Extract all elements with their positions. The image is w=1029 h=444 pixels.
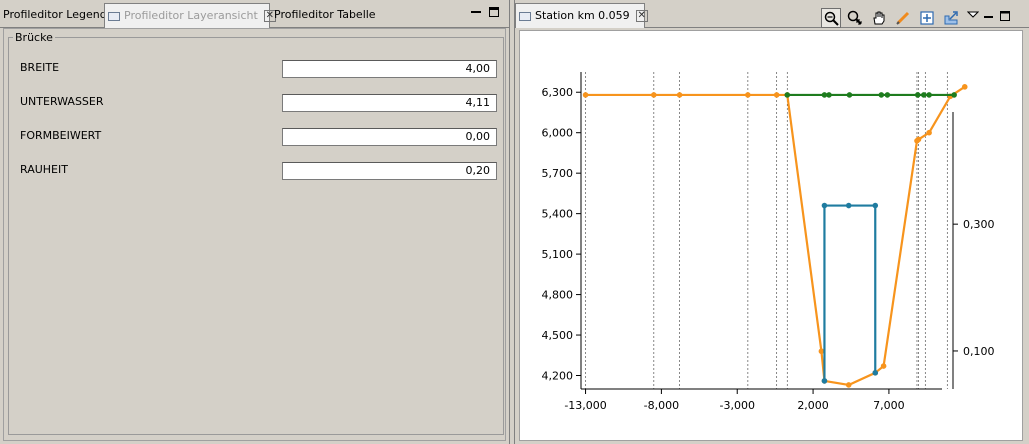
data-point-ground (915, 136, 922, 143)
data-point-bridge (821, 202, 828, 209)
data-point-ground (880, 363, 887, 369)
y-tick-label: 6,300 (542, 86, 574, 99)
data-point-green (951, 92, 957, 98)
tab-label: Profileditor Tabelle (274, 8, 376, 21)
data-point-green (878, 92, 885, 98)
edit-pencil-icon[interactable] (893, 8, 913, 28)
data-point-ground (773, 92, 780, 98)
field-label: UNTERWASSER (20, 95, 104, 108)
view-menu-icon[interactable] (965, 8, 979, 28)
x-tick-label: -13,000 (564, 399, 606, 412)
field-label: FORMBEIWERT (20, 129, 102, 142)
y-tick-label: 4,800 (542, 289, 574, 302)
series-line-bridge (823, 204, 877, 381)
y-tick-label: 5,700 (542, 167, 574, 180)
chart-toolbar (821, 8, 1021, 28)
data-point-green (826, 92, 832, 98)
add-point-icon[interactable] (917, 8, 937, 28)
zoom-in-icon[interactable] (845, 8, 865, 28)
field-label: RAUHEIT (20, 163, 68, 176)
tab-station[interactable]: Station km 0.059 ✕ (515, 3, 648, 28)
y2-tick-label: 0,100 (963, 345, 995, 358)
close-icon[interactable]: ✕ (263, 10, 276, 22)
data-point-green (914, 92, 921, 98)
data-point-ground (745, 92, 751, 98)
x-tick-label: 2,000 (797, 399, 829, 412)
data-point-green (821, 92, 828, 98)
layer-view-content: Brücke BREITE 4,00 UNTERWASSER 4,11 FORM… (3, 28, 506, 441)
data-point-green (846, 92, 853, 98)
data-point-green (784, 92, 791, 98)
series-line-ground (585, 85, 966, 387)
data-point-bridge (845, 202, 852, 209)
data-point-bridge (821, 378, 828, 384)
data-point-ground (582, 92, 589, 98)
maximize-icon[interactable] (997, 8, 1011, 28)
unterwasser-input[interactable]: 4,11 (282, 94, 497, 112)
data-point-ground (818, 348, 825, 355)
y-tick-label: 5,400 (542, 208, 574, 221)
data-point-bridge (872, 370, 879, 376)
y-tick-label: 4,200 (542, 370, 574, 383)
data-point-ground (961, 84, 968, 90)
window-buttons (463, 7, 499, 21)
x-tick-label: -3,000 (719, 399, 754, 412)
chart-area[interactable]: 4,200 4,500 4,800 5,100 5,400 5,700 6,000 6,300… (519, 30, 1023, 441)
data-point-bridge (872, 202, 879, 209)
tab-profileditor-legende[interactable]: Profileditor Legende (0, 3, 113, 27)
chart-view-icon (519, 11, 531, 21)
y2-tick-label: 0,300 (963, 218, 995, 231)
formbeiwert-input[interactable]: 0,00 (282, 128, 497, 146)
view-icon (108, 11, 120, 21)
y-tick-label: 5,100 (542, 248, 574, 261)
tab-label: Station km 0.059 (535, 9, 630, 22)
y-tick-label: 6,000 (542, 127, 574, 140)
maximize-icon[interactable] (489, 7, 499, 17)
group-title: Brücke (15, 31, 53, 44)
x-tick-label: 7,000 (873, 399, 905, 412)
tab-profileditor-tabelle[interactable]: Profileditor Tabelle (271, 3, 376, 27)
tab-label: Profileditor Legende (3, 8, 114, 21)
data-point-ground (926, 129, 932, 136)
right-tab-bar: Station km 0.059 ✕ (515, 3, 1029, 28)
minimize-icon[interactable] (981, 8, 995, 28)
data-point-ground (845, 382, 852, 388)
breite-input[interactable]: 4,00 (282, 60, 497, 78)
minimize-icon[interactable] (471, 7, 481, 13)
x-tick-label: -8,000 (644, 399, 679, 412)
profile-chart[interactable]: 4,200 4,500 4,800 5,100 5,400 5,700 6,000 6,300… (520, 31, 1023, 440)
field-label: BREITE (20, 61, 60, 74)
bruecke-group: Brücke BREITE 4,00 UNTERWASSER 4,11 FORM… (8, 31, 504, 435)
tab-profileditor-layeransicht[interactable]: Profileditor Layeransicht ✕ (104, 3, 276, 28)
data-point-ground (651, 92, 657, 98)
export-icon[interactable] (941, 8, 961, 28)
data-point-green (884, 92, 891, 98)
rauheit-input[interactable]: 0,20 (282, 162, 497, 180)
y-tick-label: 4,500 (542, 329, 574, 342)
data-point-green (920, 92, 927, 98)
data-point-ground (676, 92, 683, 98)
zoom-out-icon[interactable] (821, 8, 841, 28)
data-point-green (926, 92, 932, 98)
layer-view-pane: Profileditor Legende Profileditor Layera… (0, 0, 510, 444)
tab-label: Profileditor Layeransicht (124, 9, 258, 22)
close-icon[interactable]: ✕ (635, 10, 648, 22)
pan-hand-icon[interactable] (869, 8, 889, 28)
chart-pane: Station km 0.059 ✕ (514, 0, 1029, 444)
left-tab-bar: Profileditor Legende Profileditor Layera… (0, 3, 509, 28)
